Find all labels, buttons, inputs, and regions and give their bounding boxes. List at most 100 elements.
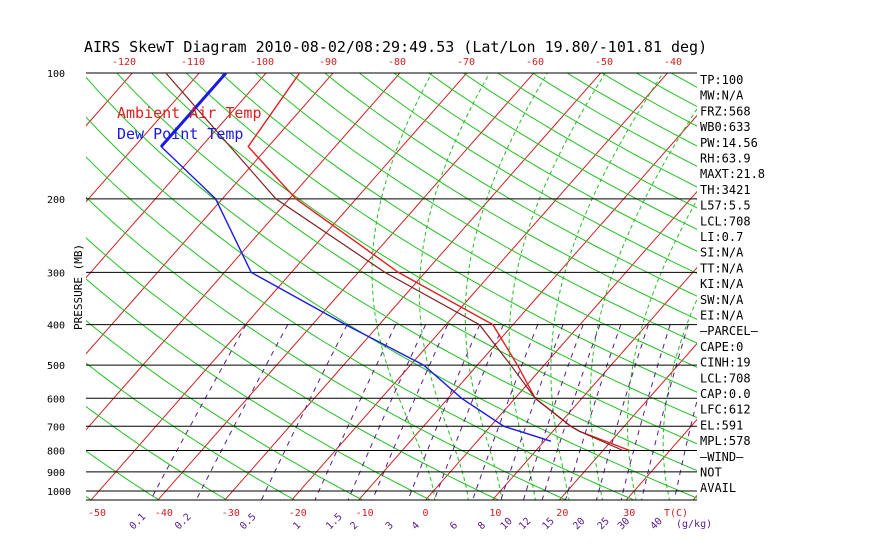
y-axis-label: PRESSURE (MB) [72, 244, 85, 330]
stat-item: KI:N/A [700, 277, 744, 291]
top-temp-tick-label: -50 [595, 57, 613, 68]
mixing-ratio-line [673, 398, 697, 500]
stat-item: WB0:633 [700, 120, 751, 134]
dry-adiabat-line [289, 73, 697, 320]
dry-adiabat-line [393, 73, 697, 252]
mixing-ratio-line [595, 324, 649, 500]
stat-item: LCL:708 [700, 371, 751, 385]
dry-adiabat-line [254, 73, 697, 344]
mixing-ratio-line [347, 324, 427, 500]
mixing-ratio-line [260, 324, 348, 500]
top-temp-tick-label: -40 [664, 57, 682, 68]
stat-item: L57:5.5 [700, 199, 751, 213]
pressure-tick-label: 500 [47, 361, 65, 372]
mixing-ratio-label: 2 [348, 520, 360, 532]
mixing-ratio-line [641, 324, 689, 500]
isotherm-line [157, 73, 535, 500]
mixing-ratio-line [314, 324, 397, 500]
bottom-temp-tick-label: 30 [623, 508, 635, 519]
mixing-ratio-label: 1.5 [324, 512, 345, 533]
top-temp-tick-label: -90 [319, 57, 337, 68]
stat-item: TH:3421 [700, 183, 751, 197]
mixing-ratio-line [371, 324, 449, 500]
pressure-tick-label: 800 [47, 446, 65, 457]
pressure-tick-label: 300 [47, 268, 65, 279]
dry-adiabat-line [323, 73, 697, 297]
bottom-temp-tick-label: -50 [88, 508, 106, 519]
mixing-ratio-label: 4 [410, 520, 422, 532]
mixing-ratio-label: 6 [448, 520, 460, 532]
dry-adiabat-line [0, 64, 24, 501]
isotherm-line [86, 73, 334, 355]
stat-item: EI:N/A [700, 309, 744, 323]
chart-title: AIRS SkewT Diagram 2010-08-02/08:29:49.5… [84, 38, 707, 56]
dry-adiabat-line [220, 73, 697, 368]
dry-adiabat-line [86, 405, 228, 500]
parcel-profile [165, 73, 624, 452]
mixing-ratio-label: 8 [476, 520, 488, 532]
mixing-ratio-label: 12 [517, 516, 533, 532]
isotherm-line [86, 73, 401, 431]
dry-adiabat-line [150, 73, 697, 419]
stat-item: MW:N/A [700, 89, 744, 103]
dry-adiabat-line [116, 73, 697, 445]
stat-item: RH:63.9 [700, 152, 751, 166]
mixing-ratio-label: 1 [291, 520, 303, 532]
isotherm-line [491, 266, 697, 500]
mixing-ratio-label: 15 [540, 516, 556, 532]
dry-adiabat-line [670, 73, 697, 88]
isotherm-line [0, 64, 74, 501]
stat-item: MAXT:21.8 [700, 167, 765, 181]
stat-item: SW:N/A [700, 293, 744, 307]
stat-item: LFC:612 [700, 403, 751, 417]
pressure-tick-label: 700 [47, 422, 65, 433]
stat-item: —PARCEL— [700, 324, 759, 338]
dry-adiabat-line [86, 237, 500, 500]
pressure-tick-label: 600 [47, 394, 65, 405]
dry-adiabat-line [358, 73, 697, 274]
mixing-ratio-line [620, 324, 671, 500]
mixing-ratio-label: 0.1 [128, 512, 149, 533]
mixing-ratio-label: 3 [384, 520, 396, 532]
stat-item: PW:14.56 [700, 136, 758, 150]
pressure-tick-label: 1000 [47, 487, 71, 498]
isotherm-line [759, 64, 870, 501]
mixing-ratio-line [472, 324, 539, 500]
bottom-temp-tick-label: -20 [289, 508, 307, 519]
stat-item: AVAIL [700, 481, 736, 495]
top-temp-tick-label: -70 [457, 57, 475, 68]
mixing-ratio-label: 25 [596, 516, 612, 532]
dry-adiabat-line [757, 64, 870, 501]
dry-adiabat-line [462, 73, 697, 209]
legend-dew-point-temp: Dew Point Temp [117, 125, 243, 143]
pressure-tick-label: 200 [47, 195, 65, 206]
isotherm-line [826, 64, 870, 501]
profile-lines [160, 73, 630, 452]
dry-adiabat-line [86, 196, 568, 500]
mixing-ratio-label: 0.2 [173, 512, 194, 533]
stat-item: SI:N/A [700, 246, 744, 260]
stat-item: CINH:19 [700, 356, 751, 370]
bottom-temp-tick-label: 10 [489, 508, 501, 519]
top-temp-tick-label: -80 [388, 57, 406, 68]
bottom-temp-tick-label: -40 [155, 508, 173, 519]
top-temp-tick-label: -60 [526, 57, 544, 68]
isotherm-line [558, 342, 697, 500]
dry-adiabat-line [86, 450, 160, 500]
mixing-ratio-line [150, 324, 247, 500]
dry-adiabat-line [86, 319, 364, 500]
mixing-ratio-label: 20 [571, 516, 587, 532]
top-temp-tick-label: -100 [250, 57, 274, 68]
mixing-ratio-label: 40 [649, 516, 665, 532]
moist-adiabat-line [550, 73, 664, 500]
x-unit-label: T(C) [664, 508, 688, 519]
legend-ambient-air-temp: Ambient Air Temp [117, 104, 262, 122]
pressure-tick-label: 900 [47, 468, 65, 479]
isotherm-line [86, 73, 267, 279]
mixing-unit-label: (g/kg) [676, 519, 712, 530]
dew-point-temp-profile [160, 73, 552, 442]
top-temp-tick-label: -110 [181, 57, 205, 68]
stat-item: —WIND— [700, 450, 744, 464]
mixing-ratio-line [565, 324, 622, 500]
